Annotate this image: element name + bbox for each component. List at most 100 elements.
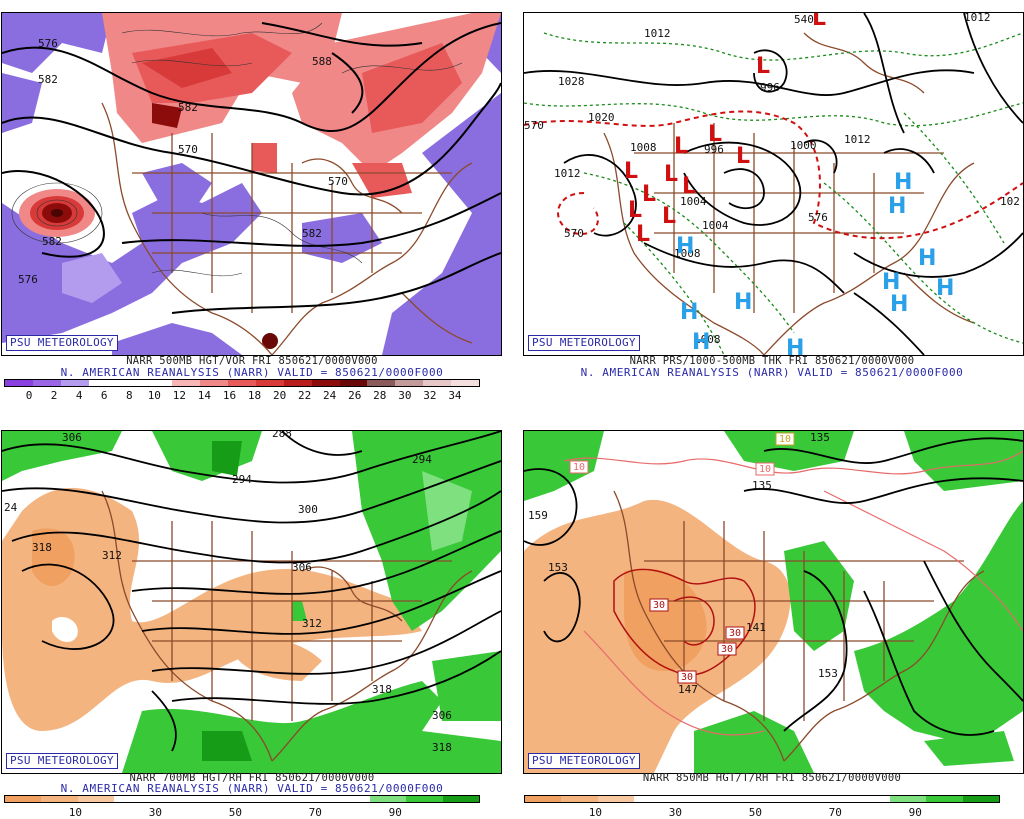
low-pressure-symbol: L (674, 134, 688, 159)
high-pressure-symbol: H (734, 290, 752, 315)
temperature-label: 30 (729, 628, 741, 639)
contour-label: 294 (232, 473, 252, 486)
colorbar-tick-label: 4 (75, 389, 83, 402)
colorbar-segment (962, 796, 1000, 802)
colorbar-segment (32, 380, 61, 386)
contour-label: 996 (760, 81, 780, 94)
contour-label: 1008 (694, 333, 721, 346)
contour-label: 570 (178, 143, 198, 156)
contour-label: 153 (548, 561, 568, 574)
colorbar-tick-label: 18 (247, 389, 262, 402)
colorbar-segment (333, 796, 370, 802)
contour-label: 312 (302, 617, 322, 630)
colorbar-tick-label: 50 (748, 806, 762, 819)
high-pressure-symbol: H (676, 234, 694, 259)
contour-label: 1028 (558, 75, 585, 88)
contour-label: 141 (746, 621, 766, 634)
low-pressure-symbol: L (662, 204, 676, 229)
low-pressure-symbol: L (708, 122, 722, 147)
contour-label: 300 (298, 503, 318, 516)
contour-label: 570 (564, 227, 584, 240)
colorbar-tick-label: 6 (100, 389, 108, 402)
colorbar-segment (5, 796, 42, 802)
colorbar-tick-label: 70 (828, 806, 842, 819)
colorbar-tick-label: 90 (908, 806, 922, 819)
chart-subtitle: N. AMERICAN REANALYSIS (NARR) VALID = 85… (60, 782, 444, 795)
low-pressure-symbol: L (736, 144, 750, 169)
contour-label: 1008 (674, 247, 701, 260)
high-pressure-symbol: H (936, 276, 954, 301)
colorbar-tick-label: 70 (308, 806, 322, 819)
chart-subtitle: N. AMERICAN REANALYSIS (NARR) VALID = 85… (580, 366, 964, 379)
contour-label: 306 (292, 561, 312, 574)
contour-label: 1000 (790, 139, 817, 152)
colorbar-tick-label: 28 (373, 389, 387, 402)
contour-label: 312 (102, 549, 122, 562)
colorbar-tick-label: 16 (222, 389, 237, 402)
colorbar-segment (369, 796, 407, 802)
contour-label: 576 (38, 37, 58, 50)
psu-meteorology-badge: PSU METEOROLOGY (528, 335, 640, 351)
contour-label: 135 (752, 479, 772, 492)
contour-label: 24 (4, 501, 18, 514)
colorbar-segment (423, 380, 451, 386)
low-pressure-symbol: L (642, 182, 656, 207)
colorbar-tick-label: 20 (272, 389, 287, 402)
colorbar-segment (816, 796, 854, 802)
chart-title: NARR 700MB HGT/RH FRI 850621/0000V000 (129, 772, 375, 784)
colorbar-segment (296, 796, 334, 802)
contour-label: 153 (818, 667, 838, 680)
map-prs-1000-500-thk: 1012 1028 1020 1012 1008 1004 996 996 10… (524, 13, 1023, 355)
colorbar-tick-label: 14 (197, 389, 212, 402)
colorbar-tick-label: 30 (668, 806, 682, 819)
colorbar-tick-label: 34 (448, 389, 462, 402)
colorbar-segment (597, 796, 635, 802)
colorbar-segment (451, 380, 479, 386)
contour-label: 582 (42, 235, 62, 248)
contour-label: 1004 (680, 195, 707, 208)
colorbar-segment (255, 380, 284, 386)
contour-label: 318 (432, 741, 452, 754)
colorbar-segment (223, 796, 261, 802)
panel-850mb-t-rh: 135 159 153 141 153 147 135 10 10 10 30 … (520, 418, 1024, 819)
colorbar-segment (77, 796, 115, 802)
colorbar-tick-label: 0 (25, 389, 33, 402)
chart-title: NARR 500MB HGT/VOR FRI 850621/0000V000 (126, 355, 378, 367)
colorbar-segment (41, 796, 78, 802)
contour-label: 102 (1000, 195, 1020, 208)
high-pressure-symbol: H (890, 292, 908, 317)
high-pressure-symbol: H (894, 170, 912, 195)
contour-label: 318 (32, 541, 52, 554)
map-850mb-hgt-t-rh: 135 159 153 141 153 147 135 10 10 10 30 … (524, 431, 1023, 773)
contour-label: 135 (810, 431, 830, 444)
colorbar-segment (926, 796, 963, 802)
colorbar-vorticity (4, 379, 480, 387)
colorbar-segment (442, 796, 480, 802)
colorbar-segment (150, 796, 188, 802)
colorbar-labels: 10 30 50 70 90 (524, 806, 1000, 819)
contour-label: 1008 (630, 141, 657, 154)
contour-label: 570 (524, 119, 544, 132)
colorbar-tick-label: 2 (50, 389, 58, 402)
contour-label: 288 (272, 431, 292, 440)
map-frame-pressure: 1012 1028 1020 1012 1008 1004 996 996 10… (523, 12, 1024, 356)
colorbar-labels: 10 30 50 70 90 (4, 806, 480, 819)
contour-label: 306 (432, 709, 452, 722)
map-700mb-hgt-rh: 306 288 294 294 24 318 312 300 306 312 3… (2, 431, 501, 773)
colorbar-tick-label: 10 (588, 806, 603, 819)
colorbar-tick-label: 12 (172, 389, 186, 402)
colorbar-segment (406, 796, 443, 802)
low-pressure-symbol: L (628, 198, 642, 223)
colorbar-segment (172, 380, 201, 386)
contour-label: 570 (328, 175, 348, 188)
contour-label: 582 (178, 101, 198, 114)
low-pressure-symbol: L (624, 159, 638, 184)
colorbar-segment (853, 796, 890, 802)
temperature-label: 10 (573, 462, 585, 473)
chart-title: NARR PRS/1000-500MB THK FRI 850621/0000V… (629, 355, 915, 367)
colorbar-tick-label: 32 (423, 389, 437, 402)
colorbar-tick-label: 10 (68, 806, 83, 819)
contour-label: 582 (302, 227, 322, 240)
high-pressure-symbol: H (692, 330, 710, 355)
panel-pressure-thickness: 1012 1028 1020 1012 1008 1004 996 996 10… (520, 0, 1024, 400)
